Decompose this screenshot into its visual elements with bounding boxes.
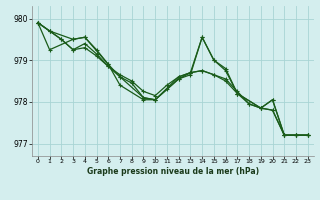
- X-axis label: Graphe pression niveau de la mer (hPa): Graphe pression niveau de la mer (hPa): [87, 167, 259, 176]
